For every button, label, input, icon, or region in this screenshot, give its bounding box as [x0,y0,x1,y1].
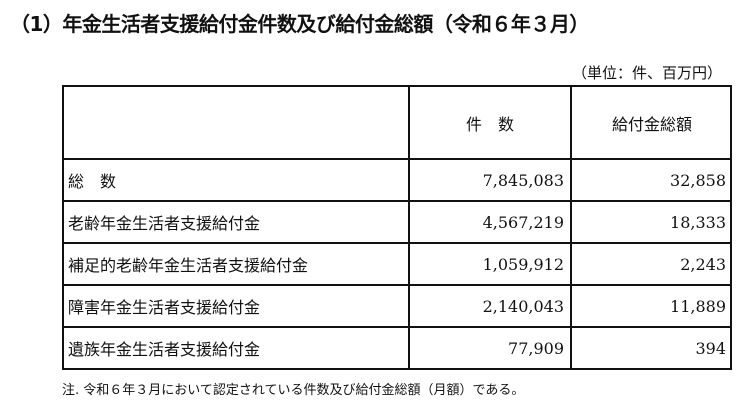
page-title: （1）年金生活者支援給付金件数及び給付金総額（令和６年３月） [10,12,589,36]
row-label: 遺族年金生活者支援給付金 [62,326,410,370]
pension-support-table: 件 数 給付金総額 総 数 7,845,083 32,858 老齢年金生活者支援… [62,85,732,370]
row-amount: 11,889 [570,284,732,328]
row-label: 補足的老齢年金生活者支援給付金 [62,242,410,286]
row-label: 総 数 [62,158,410,202]
table-row: 補足的老齢年金生活者支援給付金 1,059,912 2,243 [62,242,732,286]
row-count: 4,567,219 [408,200,572,244]
row-count: 77,909 [408,326,572,370]
header-blank [62,85,410,160]
row-label: 老齢年金生活者支援給付金 [62,200,410,244]
row-label: 障害年金生活者支援給付金 [62,284,410,328]
row-count: 1,059,912 [408,242,572,286]
table-row: 総 数 7,845,083 32,858 [62,158,732,202]
table-row: 遺族年金生活者支援給付金 77,909 394 [62,326,732,370]
row-amount: 394 [570,326,732,370]
row-count: 7,845,083 [408,158,572,202]
unit-label: （単位：件、百万円） [571,64,722,82]
row-amount: 18,333 [570,200,732,244]
table-row: 障害年金生活者支援給付金 2,140,043 11,889 [62,284,732,328]
row-amount: 2,243 [570,242,732,286]
header-amount: 給付金総額 [570,85,732,160]
table-header-row: 件 数 給付金総額 [62,85,732,160]
row-count: 2,140,043 [408,284,572,328]
row-amount: 32,858 [570,158,732,202]
footnote: 注. 令和６年３月において認定されている件数及び給付金総額（月額）である。 [62,383,525,398]
table-row: 老齢年金生活者支援給付金 4,567,219 18,333 [62,200,732,244]
header-count: 件 数 [408,85,572,160]
